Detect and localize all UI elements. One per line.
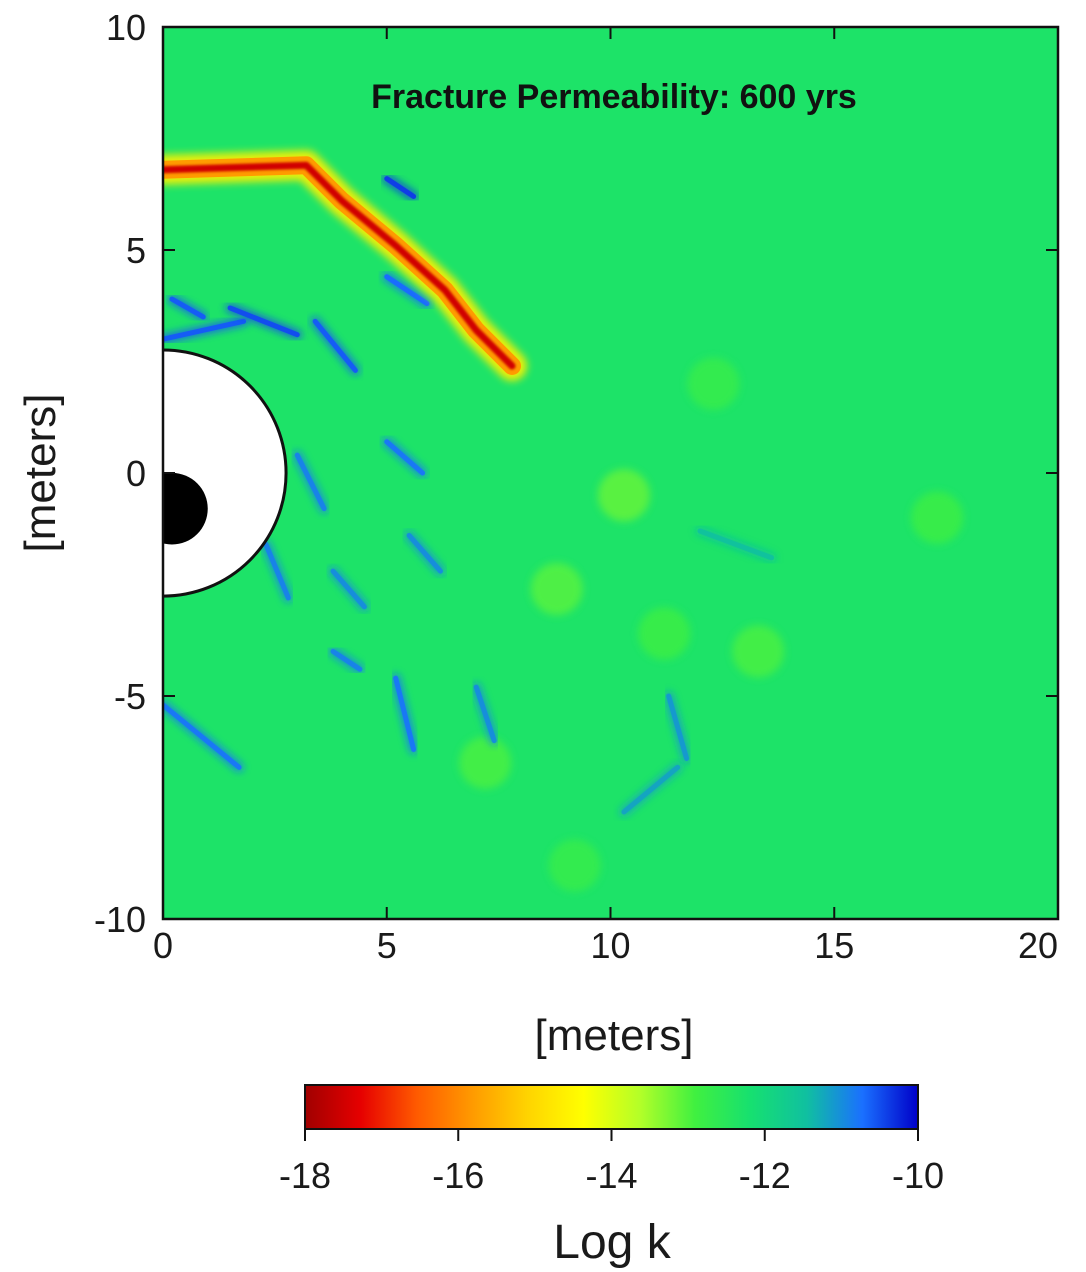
- low-k-feature-core: [169, 296, 206, 320]
- colorbar-tick-label: -18: [279, 1155, 331, 1196]
- low-k-feature-core: [227, 305, 300, 338]
- high-k-patch: [459, 736, 512, 789]
- x-tick-label: 5: [377, 925, 397, 966]
- x-axis-label: [meters]: [535, 1011, 694, 1060]
- x-tick-label: 10: [590, 925, 630, 966]
- colorbar-tick-label: -14: [585, 1155, 637, 1196]
- high-k-patch: [548, 839, 601, 892]
- low-k-feature-core: [697, 528, 775, 561]
- y-axis: -10 -5 0 5 10: [94, 7, 1058, 940]
- y-tick-label: 5: [126, 230, 146, 271]
- high-k-patch: [732, 625, 785, 678]
- y-tick-label: 0: [126, 453, 146, 494]
- high-k-patch: [687, 357, 740, 410]
- low-k-feature-core: [406, 532, 443, 574]
- x-tick-label: 20: [1018, 925, 1058, 966]
- low-k-feature-core: [384, 274, 430, 307]
- chart-title: Fracture Permeability: 600 yrs: [371, 78, 857, 116]
- high-k-patch: [530, 562, 583, 615]
- low-k-feature-core: [330, 568, 367, 610]
- low-k-feature-core: [393, 675, 417, 753]
- y-tick-label: -5: [114, 676, 146, 717]
- low-k-feature-core: [384, 439, 426, 476]
- low-k-feature-core: [294, 452, 327, 512]
- low-k-feature-core: [473, 684, 497, 744]
- high-k-patch: [597, 469, 650, 522]
- colorbar-tick-label: -12: [739, 1155, 791, 1196]
- colorbar-tick-label: -16: [432, 1155, 484, 1196]
- x-tick-label: 0: [153, 925, 173, 966]
- canister-disk: [163, 472, 208, 545]
- x-tick-label: 15: [814, 925, 854, 966]
- low-k-feature-core: [384, 176, 417, 199]
- y-axis-label: [meters]: [16, 394, 65, 553]
- y-tick-label: -10: [94, 899, 146, 940]
- colorbar-tick-label: -10: [892, 1155, 944, 1196]
- low-k-feature-core: [312, 318, 358, 373]
- low-k-feature-core: [666, 693, 690, 761]
- fracture-core: [163, 161, 516, 370]
- low-k-feature-core: [163, 318, 247, 342]
- colorbar-label: Log k: [553, 1216, 671, 1269]
- colorbar-gradient: [304, 1084, 919, 1130]
- plot-area: [161, 25, 1060, 921]
- low-k-feature-core: [263, 541, 291, 601]
- low-k-feature-core: [621, 764, 681, 815]
- x-axis: 0 5 10 15 20: [153, 27, 1059, 966]
- y-tick-label: 10: [106, 7, 146, 48]
- colorbar-ticks: -18 -16 -14 -12 -10: [279, 1129, 944, 1196]
- low-k-feature-core: [330, 648, 363, 672]
- permeability-field: [163, 150, 964, 892]
- high-k-patch: [638, 607, 691, 660]
- colorbar: -18 -16 -14 -12 -10 Log k: [279, 1084, 944, 1269]
- low-k-feature-core: [163, 702, 242, 770]
- high-k-patch: [911, 491, 964, 544]
